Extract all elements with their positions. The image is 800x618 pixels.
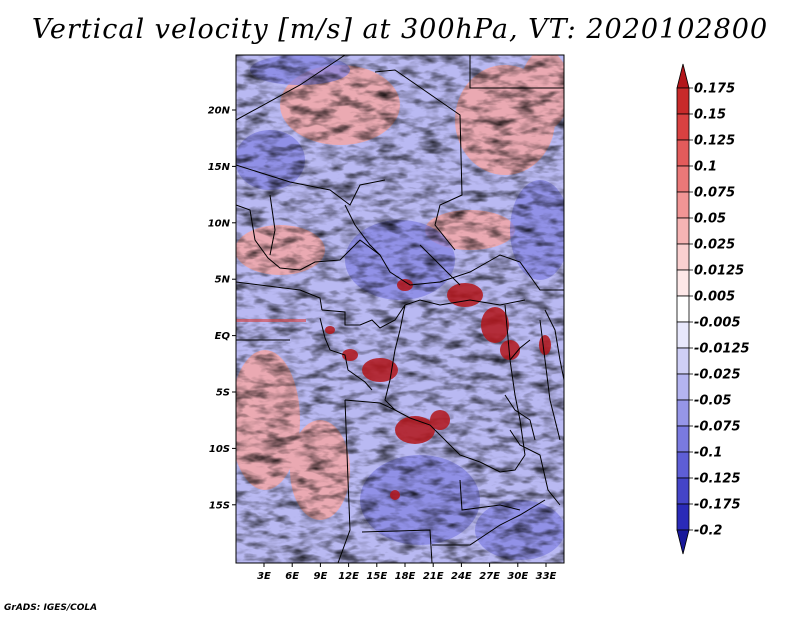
colorbar: 0.175 0.15 0.125 0.1 0.075 0.05 0.025 0.0125 0.0… <box>676 63 750 555</box>
lat-label: 10S <box>209 444 230 455</box>
chart-title: Vertical velocity [m/s] at 300hPa, VT: 2… <box>31 14 769 45</box>
lon-label: 27E <box>479 571 500 582</box>
colorbar-max-arrow <box>676 63 690 89</box>
lat-label: 20N <box>208 106 231 117</box>
lon-label: 9E <box>314 571 328 582</box>
colorbar-label: 0.05 <box>694 212 726 227</box>
colorbar-segment <box>676 191 690 219</box>
lon-label: 18E <box>395 571 416 582</box>
lon-label: 21E <box>423 571 444 582</box>
colorbar-label: -0.2 <box>694 524 722 539</box>
latitude-axis: 20N 15N 10N 5N EQ 5S 10S 15S <box>208 106 236 511</box>
colorbar-label: -0.025 <box>694 368 741 383</box>
colorbar-label: 0.005 <box>694 290 735 305</box>
colorbar-label: 0.15 <box>694 108 726 123</box>
colorbar-segment <box>676 295 690 323</box>
colorbar-segment <box>676 503 690 531</box>
longitude-axis: 3E 6E 9E 12E 15E 18E 21E 24E 27E 30E 33E <box>257 563 557 582</box>
colorbar-segment <box>676 243 690 271</box>
country-borders <box>235 54 565 564</box>
lat-label: 15N <box>208 162 231 173</box>
lat-label: EQ <box>215 331 231 342</box>
colorbar-label: 0.175 <box>694 82 735 97</box>
lon-label: 30E <box>507 571 528 582</box>
colorbar-segment <box>676 425 690 453</box>
colorbar-segment <box>676 373 690 401</box>
map-frame <box>235 54 565 564</box>
lat-label: 10N <box>208 218 231 229</box>
colorbar-segment <box>676 347 690 375</box>
lat-label: 5S <box>216 388 230 399</box>
lon-label: 33E <box>536 571 557 582</box>
colorbar-label: -0.175 <box>694 498 741 513</box>
colorbar-segment <box>676 87 690 115</box>
colorbar-min-arrow <box>676 529 690 555</box>
credit-text: GrADS: IGES/COLA <box>4 603 98 613</box>
colorbar-segment <box>676 269 690 297</box>
colorbar-segment <box>676 113 690 141</box>
lon-label: 12E <box>338 571 359 582</box>
lon-label: 15E <box>366 571 387 582</box>
colorbar-segment <box>676 399 690 427</box>
lon-label: 24E <box>451 571 472 582</box>
colorbar-segment <box>676 451 690 479</box>
lat-label: 5N <box>215 275 231 286</box>
lon-label: 6E <box>285 571 299 582</box>
colorbar-label: -0.125 <box>694 472 741 487</box>
colorbar-label: -0.05 <box>694 394 731 409</box>
colorbar-segment <box>676 477 690 505</box>
colorbar-label: -0.1 <box>694 446 722 461</box>
colorbar-label: 0.125 <box>694 134 735 149</box>
colorbar-label: 0.075 <box>694 186 735 201</box>
velocity-field <box>236 55 564 563</box>
colorbar-segment <box>676 217 690 245</box>
colorbar-label: -0.005 <box>694 316 741 331</box>
colorbar-label: -0.075 <box>694 420 741 435</box>
colorbar-label: 0.1 <box>694 160 717 175</box>
colorbar-label: 0.0125 <box>694 264 744 279</box>
lon-label: 3E <box>257 571 271 582</box>
lat-label: 15S <box>209 500 230 511</box>
colorbar-label: -0.0125 <box>694 342 750 357</box>
colorbar-segment <box>676 321 690 349</box>
colorbar-segment <box>676 139 690 167</box>
colorbar-label: 0.025 <box>694 238 735 253</box>
colorbar-segment <box>676 165 690 193</box>
